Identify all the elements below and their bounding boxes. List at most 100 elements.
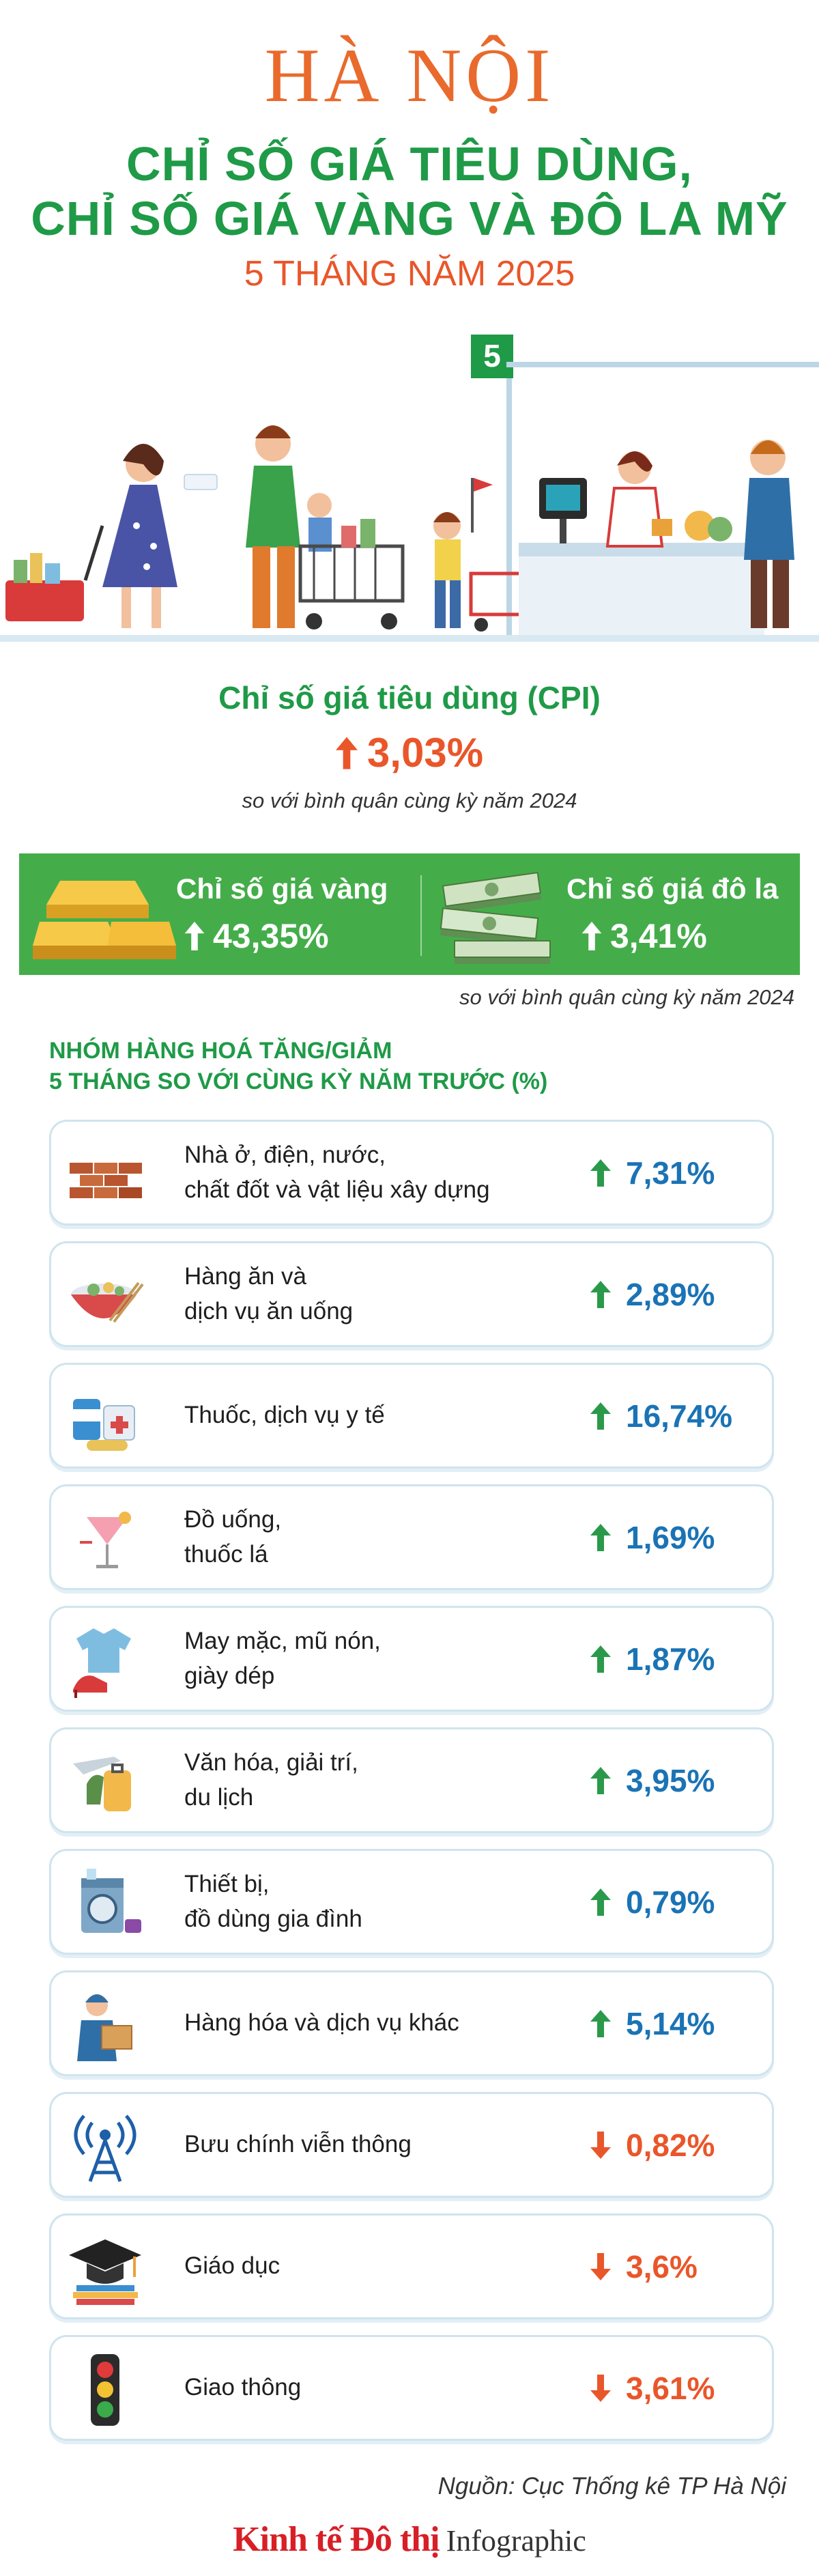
arrow-up-icon [590,1523,611,1551]
group-value: 7,31% [626,1155,715,1191]
group-label: Thuốc, dịch vụ y tế [184,1402,385,1429]
group-value-row: 0,82% [590,2094,715,2196]
group-label: May mặc, mũ nón, giày dép [184,1627,381,1689]
group-value-row: 2,89% [590,1243,715,1345]
group-value-row: 1,87% [590,1608,715,1710]
cpi-title: Chỉ số giá tiêu dùng (CPI) [218,680,601,716]
shopping-cart-icon [298,519,405,629]
cpi-value: 3,03% [367,730,484,776]
group-value: 3,6% [626,2248,698,2284]
group-label: Văn hóa, giải trí, du lịch [184,1749,358,1811]
group-card-transport: Giao thông 3,61% [49,2335,774,2441]
shop-sign-number: 5 [483,338,501,373]
group-value: 1,69% [626,1519,715,1555]
cpi-comparison-note: so với bình quân cùng kỳ năm 2024 [242,789,577,812]
group-value: 1,87% [626,1641,715,1677]
group-card-housing: Nhà ở, điện, nước, chất đốt và vật liệu … [49,1120,774,1226]
group-value: 2,89% [626,1276,715,1312]
shopping-basket-icon [5,525,104,621]
cashier-figure [605,451,732,548]
group-value: 0,79% [626,1884,715,1920]
arrow-down-icon [590,2374,611,2402]
group-value-row: 7,31% [590,1122,715,1223]
arrow-up-icon [335,737,358,769]
arrow-down-icon [590,2131,611,2159]
cocktail-icon [80,1512,131,1568]
traffic-light-icon [91,2354,119,2426]
group-card-drinks: Đồ uống, thuốc lá 1,69% [49,1484,774,1590]
group-heading-line-1: NHÓM HÀNG HOÁ TĂNG/GIẢM [49,1038,392,1064]
group-value: 0,82% [626,2127,715,2163]
arrow-down-icon [590,2252,611,2280]
checkout-counter [519,478,764,635]
subtitle-line-2: CHỈ SỐ GIÁ VÀNG VÀ ĐÔ LA MỸ [31,192,788,245]
food-bowl-icon [71,1282,144,1323]
group-card-culture: Văn hóa, giải trí, du lịch 3,95% [49,1727,774,1833]
shopping-scene-illustration: 5 [0,321,819,655]
woman-shopper-figure [102,444,218,628]
group-label: Bưu chính viễn thông [184,2131,412,2158]
group-card-medicine: Thuốc, dịch vụ y tế 16,74% [49,1363,774,1469]
source-note: Nguồn: Cục Thống kê TP Hà Nội [437,2473,786,2500]
arrow-up-icon [590,2009,611,2037]
group-label: Nhà ở, điện, nước, chất đốt và vật liệu … [184,1141,490,1203]
arrow-up-icon [590,1888,611,1916]
graduation-cap-icon [69,2239,141,2305]
travel-icon [73,1757,131,1811]
customer-figure [744,440,794,628]
group-card-clothing: May mặc, mũ nón, giày dép 1,87% [49,1606,774,1712]
arrow-up-icon [590,1766,611,1794]
dollar-index-label: Chỉ số giá đô la [566,873,779,905]
arrow-up-icon [184,922,205,950]
page-title-city: HÀ NỘI [264,33,555,118]
group-value-row: 1,69% [590,1486,715,1588]
medicine-icon [73,1399,135,1451]
group-label: Hàng ăn và dịch vụ ăn uống [184,1262,354,1325]
group-label: Hàng hóa và dịch vụ khác [184,2009,459,2037]
group-heading-line-2: 5 THÁNG SO VỚI CÙNG KỲ NĂM TRƯỚC (%) [49,1068,548,1094]
bricks-icon [70,1163,142,1198]
brand-tag: Infographic [446,2524,586,2558]
group-label: Giao thông [184,2374,302,2401]
group-label: Thiết bị, đồ dùng gia đình [184,1870,362,1932]
arrow-up-icon [590,1280,611,1308]
boy-figure [433,478,493,628]
child-figure [307,493,332,552]
subtitle-line-1: CHỈ SỐ GIÁ TIÊU DÙNG, [126,137,693,190]
arrow-up-icon [590,1645,611,1673]
dollar-index-value: 3,41% [610,917,707,955]
group-value-row: 0,79% [590,1851,715,1953]
group-card-education: Giáo dục 3,6% [49,2213,774,2319]
gold-index-label: Chỉ số giá vàng [176,873,388,905]
group-value-row: 3,61% [590,2337,715,2439]
group-value: 5,14% [626,2005,715,2041]
brand-logo: Kinh tế Đô thị Infographic [0,2519,819,2560]
arrow-up-icon [590,1159,611,1187]
delivery-icon [77,1994,132,2061]
dollar-index-value-row: 3,41% [581,916,707,956]
group-value-row: 5,14% [590,1972,715,2074]
band-divider [420,875,422,956]
arrow-up-icon [590,1402,611,1430]
group-value: 3,61% [626,2370,715,2406]
father-shopper-figure [246,425,300,628]
group-value: 3,95% [626,1762,715,1798]
group-card-other: Hàng hóa và dịch vụ khác 5,14% [49,1970,774,2076]
arrow-up-icon [581,922,602,950]
group-label: Đồ uống, thuốc lá [184,1505,282,1568]
gold-index-value: 43,35% [213,917,329,955]
period-label: 5 THÁNG NĂM 2025 [244,254,575,294]
group-value: 16,74% [626,1398,733,1434]
antenna-icon [74,2114,136,2182]
group-card-appliances: Thiết bị, đồ dùng gia đình 0,79% [49,1849,774,1955]
clothing-icon [73,1628,131,1698]
group-value-row: 3,95% [590,1729,715,1831]
group-value-row: 3,6% [590,2216,698,2317]
band-comparison-note: so với bình quân cùng kỳ năm 2024 [459,985,794,1009]
brand-name: Kinh tế Đô thị [233,2520,440,2559]
gold-bars-icon [33,881,176,959]
gold-index-value-row: 43,35% [184,916,329,956]
group-card-telecom: Bưu chính viễn thông 0,82% [49,2092,774,2198]
washing-machine-icon [81,1869,141,1933]
dollar-bills-icon [440,871,551,964]
